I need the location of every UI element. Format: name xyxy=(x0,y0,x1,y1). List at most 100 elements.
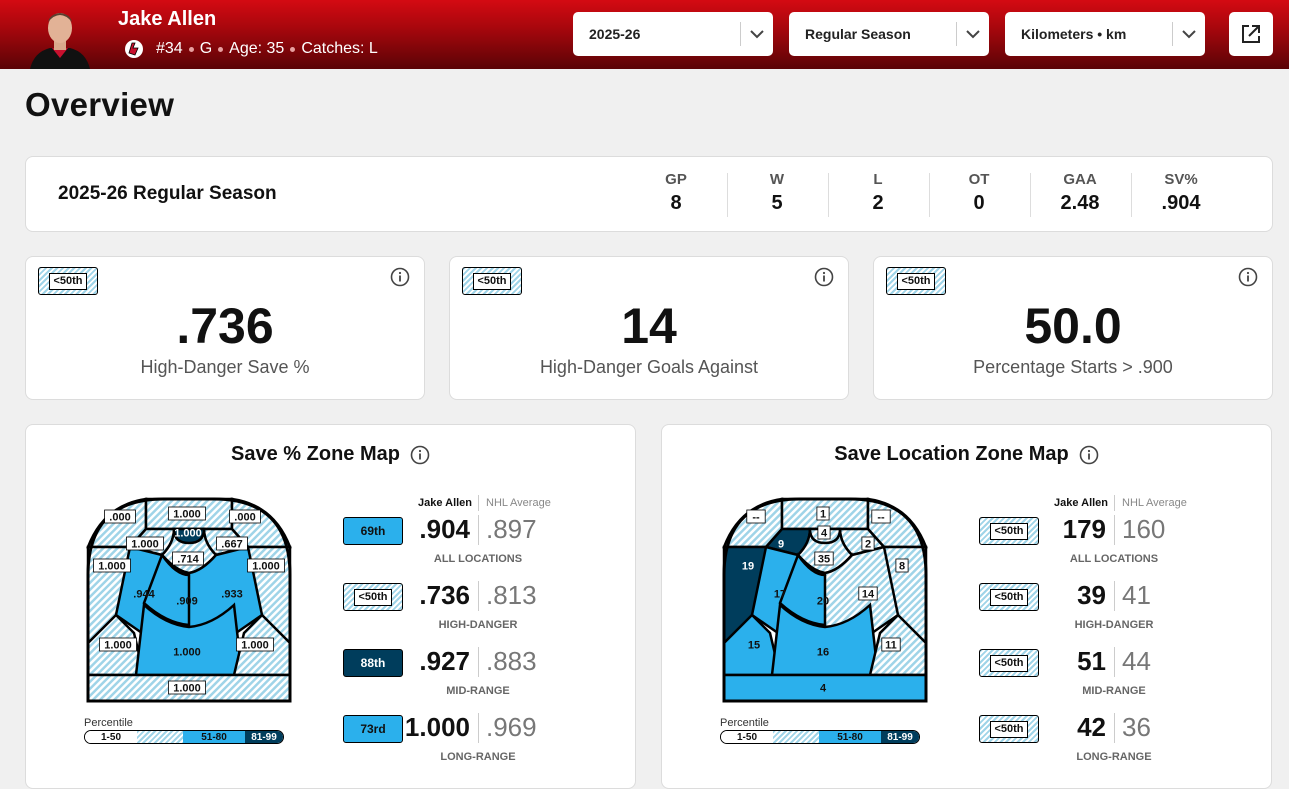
svg-text:17: 17 xyxy=(774,589,786,601)
svg-text:14: 14 xyxy=(862,589,875,601)
row-caption: HIGH-DANGER xyxy=(1074,619,1154,631)
percentile-badge: 69th xyxy=(343,517,403,545)
percentile-badge: <50th xyxy=(979,649,1039,677)
svg-text:.667: .667 xyxy=(221,539,242,551)
zone-label: 1.000 xyxy=(173,647,201,659)
player-value: 42 xyxy=(1077,712,1106,742)
svg-text:.944: .944 xyxy=(133,589,155,601)
zone-label: 1.000 xyxy=(247,558,285,573)
zone-label: .944 xyxy=(133,589,155,601)
svg-text:1.000: 1.000 xyxy=(241,640,269,652)
percentile-legend: 1-50 51-80 81-99 xyxy=(84,730,284,744)
svg-text:1.000: 1.000 xyxy=(173,683,201,695)
info-icon[interactable] xyxy=(410,445,430,465)
nhl-average-value: .813 xyxy=(486,580,537,610)
row-caption: LONG-RANGE xyxy=(1076,751,1152,763)
season-type-value: Regular Season xyxy=(805,26,911,42)
stat-ot: OT 0 xyxy=(929,171,1029,215)
stat-svpct: SV% .904 xyxy=(1131,171,1231,215)
svg-text:.933: .933 xyxy=(221,589,242,601)
svg-text:1.000: 1.000 xyxy=(98,561,126,573)
units-value: Kilometers • km xyxy=(1021,26,1127,42)
legend-seg-hatch xyxy=(773,731,819,743)
percentile-badge-label: <50th xyxy=(473,272,511,290)
zone-label: 16 xyxy=(817,647,829,659)
svg-text:9: 9 xyxy=(778,539,784,551)
svg-text:2: 2 xyxy=(865,539,871,551)
stat-value: 8 xyxy=(670,192,682,214)
svg-text:1.000: 1.000 xyxy=(174,528,202,540)
units-dropdown[interactable]: Kilometers • km xyxy=(1005,12,1205,56)
percentile-badge: <50th xyxy=(979,583,1039,611)
svg-text:19: 19 xyxy=(742,561,754,573)
percentile-badge-label: 88th xyxy=(360,656,386,670)
svg-text:15: 15 xyxy=(748,640,760,652)
svg-text:20: 20 xyxy=(817,596,829,608)
zone-label: 9 xyxy=(778,539,784,551)
info-icon[interactable] xyxy=(390,267,410,287)
nhl-average-value: 36 xyxy=(1122,712,1151,742)
zone-label: 4 xyxy=(817,525,831,540)
zone-label: 1.000 xyxy=(93,558,131,573)
stat-value: 2.48 xyxy=(1060,192,1100,214)
svg-text:.000: .000 xyxy=(234,512,255,524)
zone-label: 8 xyxy=(895,558,909,573)
row-caption: LONG-RANGE xyxy=(440,751,516,763)
percentile-badge: 73rd xyxy=(343,715,403,743)
svg-text:1.000: 1.000 xyxy=(173,509,201,521)
kpi-card: <50th 50.0 Percentage Starts > .900 xyxy=(873,256,1273,400)
percentile-legend-title: Percentile xyxy=(84,717,133,729)
percentile-badge-label: <50th xyxy=(990,720,1028,738)
zone-label: 1.000 xyxy=(174,528,202,540)
svg-text:1.000: 1.000 xyxy=(252,561,280,573)
season-dropdown[interactable]: 2025-26 xyxy=(573,12,773,56)
save-location-zone-map-title: Save Location Zone Map xyxy=(834,443,1069,465)
season-type-dropdown[interactable]: Regular Season xyxy=(789,12,989,56)
player-position: G xyxy=(199,40,213,57)
legend-seg-1-50: 1-50 xyxy=(721,731,773,743)
stat-label: GP xyxy=(665,171,687,188)
zone-map-rink: .000 1.000 .000 1.000 1.000 .667 .714 1.000 .944… xyxy=(86,497,292,703)
season-dropdown-value: 2025-26 xyxy=(589,26,641,42)
svg-text:1: 1 xyxy=(820,509,826,521)
zone-label: 4 xyxy=(820,683,827,695)
external-link-button[interactable] xyxy=(1229,12,1273,56)
column-nhl-average: NHL Average xyxy=(1122,497,1187,509)
stat-label: W xyxy=(769,171,785,188)
external-link-icon xyxy=(1242,25,1260,43)
kpi-label: High-Danger Save % xyxy=(140,357,310,377)
zone-label: 2 xyxy=(861,536,875,551)
percentile-badge-label: 73rd xyxy=(360,722,386,736)
zone-label: -- xyxy=(746,509,766,524)
player-value: 179 xyxy=(1062,514,1106,544)
info-icon[interactable] xyxy=(1079,445,1099,465)
zone-label: 35 xyxy=(814,551,834,566)
svg-text:4: 4 xyxy=(820,683,827,695)
svg-text:.909: .909 xyxy=(176,596,197,608)
player-value: 39 xyxy=(1077,580,1106,610)
info-icon[interactable] xyxy=(814,267,834,287)
nhl-average-value: .969 xyxy=(486,712,537,742)
player-meta: #34 G Age: 35 Catches: L xyxy=(124,39,378,59)
player-number: #34 xyxy=(156,40,183,57)
zone-label: 1.000 xyxy=(168,680,206,695)
zone-label: 1 xyxy=(816,506,830,521)
zone-label: .000 xyxy=(104,509,136,524)
svg-text:.000: .000 xyxy=(109,512,130,524)
zone-label: 14 xyxy=(858,586,878,601)
legend-seg-81-99: 81-99 xyxy=(881,731,919,743)
percentile-badge: <50th xyxy=(38,267,98,295)
zone-label: 1.000 xyxy=(236,637,274,652)
legend-seg-81-99: 81-99 xyxy=(245,731,283,743)
chevron-down-icon xyxy=(741,29,773,39)
svg-text:--: -- xyxy=(752,512,760,524)
player-catches: Catches: L xyxy=(301,40,378,57)
info-icon[interactable] xyxy=(1238,267,1258,287)
stat-value: 0 xyxy=(973,192,985,214)
zone-label: 11 xyxy=(881,637,901,652)
column-nhl-average: NHL Average xyxy=(486,497,551,509)
zone-label: .933 xyxy=(221,589,242,601)
save-pct-zone-map-title: Save % Zone Map xyxy=(231,443,400,465)
player-header: Jake Allen #34 G Age: 35 Catches: L 2025… xyxy=(0,0,1289,69)
